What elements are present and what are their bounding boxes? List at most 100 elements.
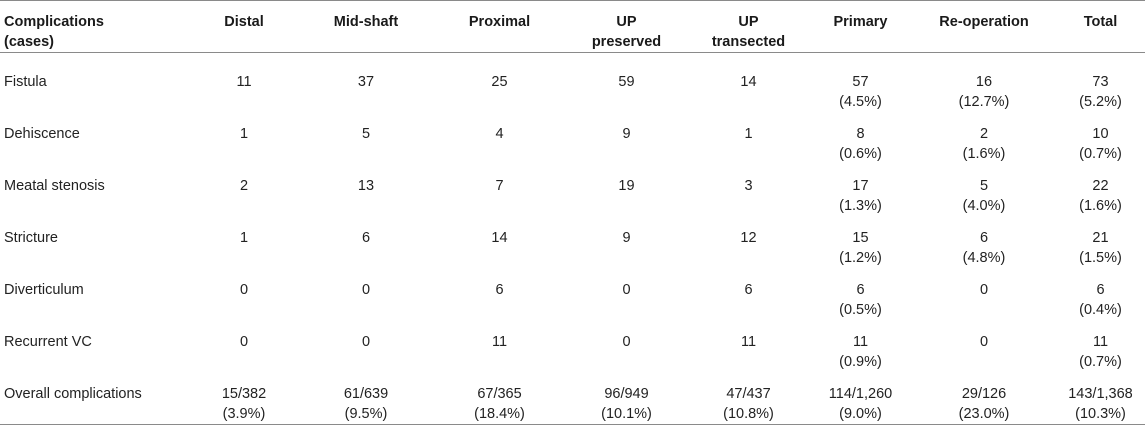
cell-value: 14	[491, 230, 508, 246]
column-header: Proximal	[434, 0, 565, 53]
column-header: Complications (cases)	[0, 0, 190, 53]
table-cell: 73 (5.2%)	[1056, 53, 1145, 113]
row-label: Fistula	[4, 74, 47, 90]
table-cell: 61/639 (9.5%)	[298, 372, 434, 425]
cell-percentage: (10.3%)	[1075, 406, 1126, 422]
table-cell: 0	[190, 268, 298, 320]
table-cell: 25	[434, 53, 565, 113]
cell-percentage: (4.0%)	[962, 198, 1006, 214]
column-header: Re-operation	[912, 0, 1056, 53]
row-label: Meatal stenosis	[4, 178, 105, 194]
table-cell: 13	[298, 164, 434, 216]
table-cell: 37	[298, 53, 434, 113]
cell-value: 11	[236, 74, 252, 90]
cell-percentage: (3.9%)	[222, 406, 266, 422]
cell-percentage: (1.6%)	[1079, 198, 1122, 214]
column-header-text: Complications	[4, 14, 104, 30]
table-cell: 5 (4.0%)	[912, 164, 1056, 216]
table-cell: 1	[190, 216, 298, 268]
cell-value: 13	[357, 178, 375, 194]
cell-value: 17	[852, 178, 869, 194]
cell-value: 0	[979, 334, 989, 350]
cell-value: 11	[852, 334, 869, 350]
cell-value: 6	[856, 282, 865, 298]
table-cell: 12	[688, 216, 809, 268]
table-cell: 6 (0.5%)	[809, 268, 912, 320]
cell-value: 11	[1092, 334, 1109, 350]
cell-value: 57	[852, 74, 869, 90]
row-label: Stricture	[4, 230, 58, 246]
cell-value: 5	[361, 126, 371, 142]
table-cell: 6 (0.4%)	[1056, 268, 1145, 320]
table-header: Complications (cases) Distal Mid-shaft Proxi…	[0, 0, 1145, 53]
cell-value: 6	[1096, 282, 1105, 298]
cell-value: 12	[740, 230, 757, 246]
cell-percentage: (0.9%)	[839, 354, 882, 370]
cell-value: 21	[1092, 230, 1109, 246]
table-cell: 10 (0.7%)	[1056, 112, 1145, 164]
column-header: Primary	[809, 0, 912, 53]
table-cell: 0	[565, 268, 688, 320]
table-cell: 59	[565, 53, 688, 113]
table-cell: 0	[912, 268, 1056, 320]
cell-value: 5	[979, 178, 989, 194]
table-cell: 17 (1.3%)	[809, 164, 912, 216]
column-header: Total	[1056, 0, 1145, 53]
column-header: UP preserved	[565, 0, 688, 53]
table-row: Overall complications 15/382 (3.9%) 61/639 (…	[0, 372, 1145, 425]
table-cell: 11	[434, 320, 565, 372]
column-header-text: transected	[711, 34, 786, 50]
cell-value: 4	[495, 126, 504, 142]
cell-value: 0	[239, 282, 249, 298]
table-cell: 0	[298, 320, 434, 372]
table-cell: 6	[434, 268, 565, 320]
cell-value: 7	[495, 178, 504, 194]
table-cell: 15/382 (3.9%)	[190, 372, 298, 425]
cell-value: 15/382	[221, 386, 267, 402]
column-header-text: Total	[1083, 14, 1118, 30]
cell-value: 6	[361, 230, 371, 246]
cell-percentage: (0.7%)	[1079, 354, 1122, 370]
table-cell: 1	[688, 112, 809, 164]
table-cell: 21 (1.5%)	[1056, 216, 1145, 268]
table-row: Stricture 1 6 14 9 12 15 (1.2%) 6 (4.8%) 21 (1.5%)	[0, 216, 1145, 268]
cell-value: 10	[1092, 126, 1109, 142]
cell-value: 3	[744, 178, 753, 194]
cell-value: 59	[618, 74, 635, 90]
cell-value: 73	[1092, 74, 1109, 90]
cell-value: 25	[491, 74, 508, 90]
column-header: UP transected	[688, 0, 809, 53]
cell-value: 143/1,368	[1068, 386, 1133, 402]
cell-value: 1	[744, 126, 753, 142]
cell-value: 6	[979, 230, 989, 246]
row-label: Dehiscence	[4, 126, 80, 142]
column-header-text: preserved	[591, 34, 662, 50]
column-header: Mid-shaft	[298, 0, 434, 53]
cell-percentage: (5.2%)	[1079, 94, 1122, 110]
cell-percentage: (1.5%)	[1079, 250, 1122, 266]
cell-value: 22	[1092, 178, 1109, 194]
column-header-text: Mid-shaft	[333, 14, 399, 30]
table-cell: 0	[298, 268, 434, 320]
table-cell: 114/1,260 (9.0%)	[809, 372, 912, 425]
table-body: Fistula 11 37 25 59 14 57 (4.5%) 16 (12.7%) 73 (5.2…	[0, 53, 1145, 425]
cell-value: 11	[491, 334, 508, 350]
column-header-text: Primary	[833, 14, 888, 30]
table-cell: 9	[565, 112, 688, 164]
cell-percentage: (1.6%)	[962, 146, 1006, 162]
table-row: Meatal stenosis 2 13 7 19 3 17 (1.3%) 5 (4.0%) 22 (…	[0, 164, 1145, 216]
column-header-text: Re-operation	[939, 14, 1029, 30]
cell-value: 96/949	[604, 386, 649, 402]
cell-value: 1	[239, 230, 249, 246]
cell-value: 114/1,260	[828, 386, 893, 402]
cell-percentage: (23.0%)	[958, 406, 1010, 422]
row-label: Diverticulum	[4, 282, 84, 298]
cell-value: 0	[361, 282, 371, 298]
table-cell: 3	[688, 164, 809, 216]
table-cell: 1	[190, 112, 298, 164]
cell-percentage: (9.5%)	[344, 406, 388, 422]
cell-value: 0	[622, 334, 631, 350]
cell-percentage: (4.5%)	[839, 94, 882, 110]
row-label: Recurrent VC	[4, 334, 92, 350]
